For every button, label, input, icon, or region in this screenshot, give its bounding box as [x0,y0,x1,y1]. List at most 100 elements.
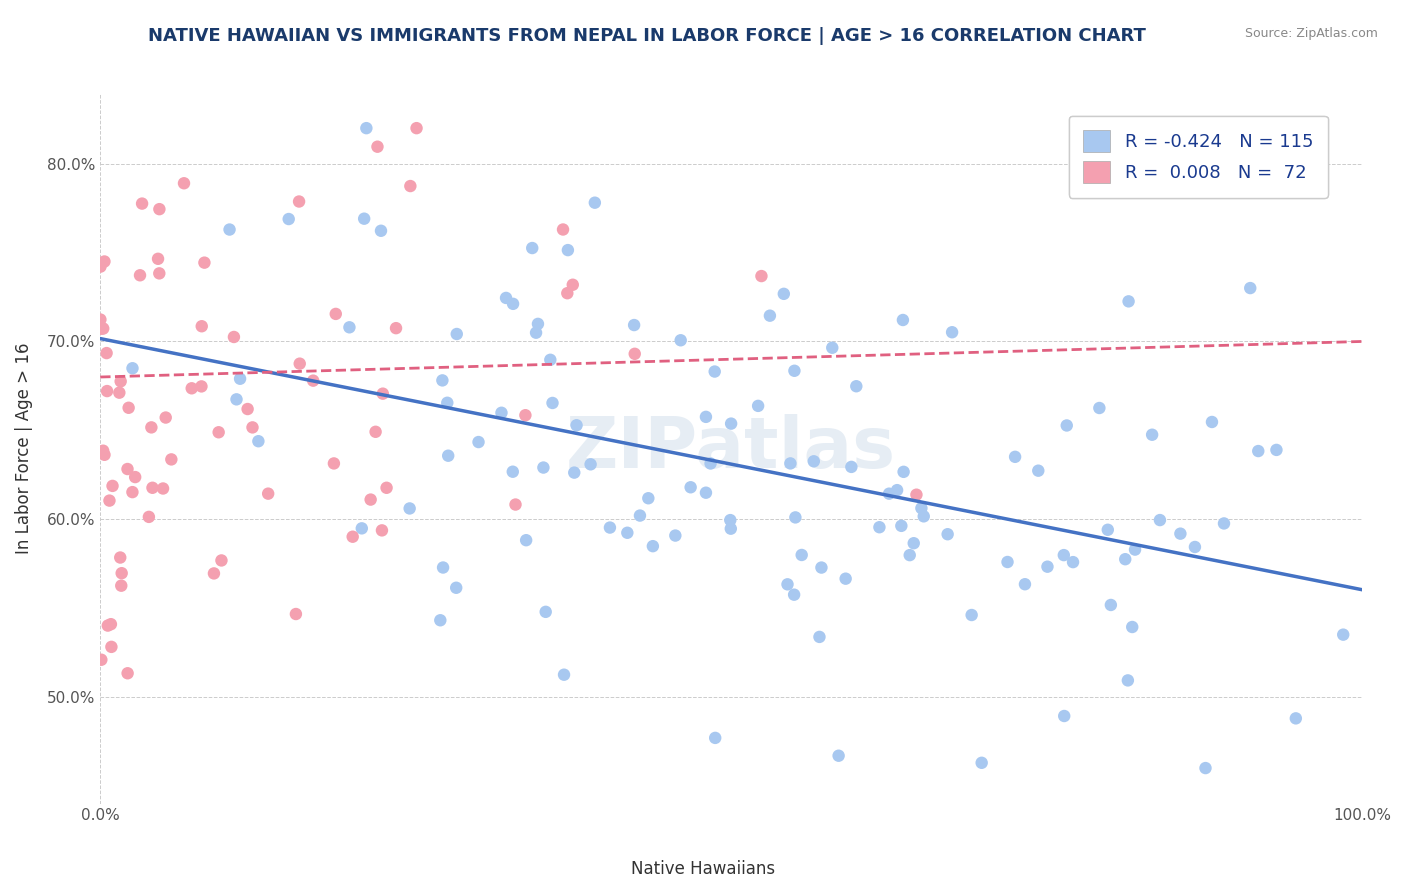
Point [117,462,139,476]
Point [371,386,394,401]
Point [436,396,458,410]
Point [1097,523,1119,537]
Point [429,613,451,627]
Point [1149,513,1171,527]
Point [623,347,645,361]
Point [247,434,270,449]
Legend: R = -0.424   N = 115, R =  0.008   N =  72: R = -0.424 N = 115, R = 0.008 N = 72 [1069,116,1327,198]
Point [101,479,124,493]
Point [803,454,825,468]
Point [89,260,111,274]
Point [399,179,422,194]
Point [360,492,382,507]
Point [1239,281,1261,295]
Point [524,326,547,340]
Point [1184,540,1206,554]
Point [364,425,387,439]
Point [583,195,606,210]
Point [222,330,245,344]
Point [467,435,489,450]
Point [218,222,240,236]
Point [893,465,915,479]
Point [720,417,742,431]
Point [356,121,378,136]
Point [1170,526,1192,541]
Point [541,396,564,410]
Point [202,566,225,581]
Point [1201,415,1223,429]
Point [941,325,963,339]
Point [444,581,467,595]
Point [502,465,524,479]
Point [371,524,394,538]
Point [695,409,717,424]
Point [599,520,621,534]
Point [110,374,132,388]
Point [553,667,575,681]
Point [190,379,212,393]
Point [90,322,112,336]
Point [100,617,122,632]
Point [669,333,692,347]
Point [405,121,427,136]
Point [1331,627,1354,641]
Point [98,493,121,508]
Point [121,361,143,376]
Text: Source: ZipAtlas.com: Source: ZipAtlas.com [1244,27,1378,40]
Point [779,457,801,471]
Point [890,519,912,533]
Point [720,522,742,536]
Point [641,539,664,553]
Point [891,313,914,327]
Point [339,320,361,334]
Point [886,483,908,497]
Point [551,222,574,236]
Point [1140,427,1163,442]
Point [776,577,799,591]
Point [703,365,725,379]
Point [108,385,131,400]
Point [785,510,807,524]
Point [288,194,311,209]
Point [1213,516,1236,531]
Point [121,485,143,500]
Point [284,607,307,621]
Point [96,346,118,360]
Point [1088,401,1111,415]
Point [1053,709,1076,723]
Point [437,449,460,463]
Point [288,357,311,371]
Point [562,466,585,480]
Point [110,550,132,565]
Point [173,176,195,190]
Point [841,459,863,474]
Point [446,326,468,341]
Point [342,530,364,544]
Point [96,384,118,398]
Text: NATIVE HAWAIIAN VS IMMIGRANTS FROM NEPAL IN LABOR FORCE | AGE > 16 CORRELATION C: NATIVE HAWAIIAN VS IMMIGRANTS FROM NEPAL… [148,27,1146,45]
Point [810,560,832,574]
Point [322,457,344,471]
Point [565,418,588,433]
Point [385,321,408,335]
Point [505,498,527,512]
Point [89,312,111,326]
Point [623,318,645,332]
Point [90,653,112,667]
Point [398,501,420,516]
Point [1099,598,1122,612]
Point [193,255,215,269]
Point [616,525,638,540]
Point [1014,577,1036,591]
Point [93,254,115,268]
Point [845,379,868,393]
Point [515,408,537,422]
Point [997,555,1019,569]
Point [117,401,139,415]
Point [910,501,932,516]
Point [366,139,388,153]
Point [148,266,170,280]
Point [970,756,993,770]
Point [1247,444,1270,458]
Point [350,521,373,535]
